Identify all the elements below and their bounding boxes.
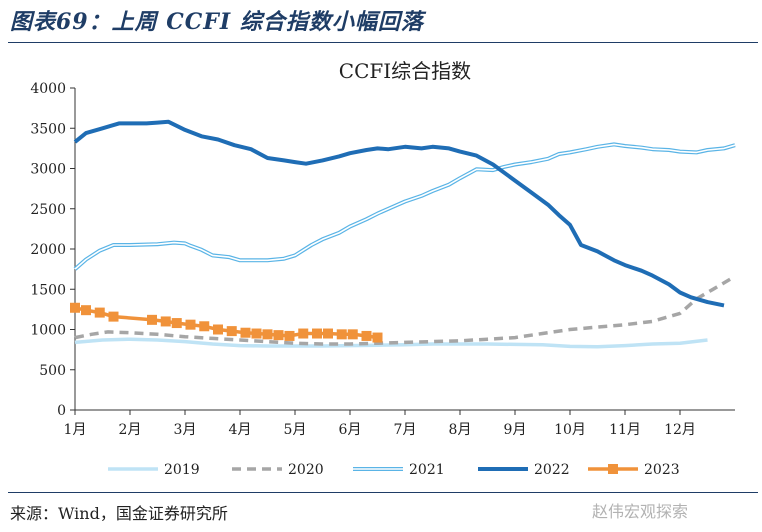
y-tick-label: 0 bbox=[57, 403, 66, 419]
legend-marker bbox=[608, 464, 618, 474]
series-2021-outline bbox=[73, 142, 736, 271]
series-2023-point bbox=[108, 311, 119, 322]
series-2023-point bbox=[160, 316, 171, 327]
series-2023-point bbox=[147, 314, 157, 325]
x-tick-label: 6月 bbox=[339, 422, 362, 438]
title-divider bbox=[8, 42, 758, 43]
x-tick-label: 1月 bbox=[64, 422, 87, 438]
watermark-text: 赵伟宏观探索 bbox=[592, 502, 689, 521]
x-tick-label: 5月 bbox=[284, 422, 307, 438]
y-tick-label: 500 bbox=[39, 363, 66, 379]
y-tick-label: 1500 bbox=[30, 282, 66, 298]
legend-item-2023: 2023 bbox=[588, 462, 680, 478]
series-2023-point bbox=[226, 326, 237, 337]
source-note: 来源：Wind，国金证券研究所 bbox=[10, 504, 228, 523]
series-2019 bbox=[74, 337, 708, 349]
series-2023-point bbox=[284, 330, 295, 341]
y-tick-label: 3000 bbox=[30, 162, 66, 178]
source-divider bbox=[8, 492, 758, 493]
chart-title: CCFI综合指数 bbox=[339, 59, 471, 83]
legend-label: 2023 bbox=[644, 462, 680, 478]
x-tick-label: 2月 bbox=[119, 422, 142, 438]
y-tick-label: 2500 bbox=[30, 202, 66, 218]
x-tick-label: 4月 bbox=[229, 422, 252, 438]
x-tick-label: 3月 bbox=[174, 422, 197, 438]
series-2023-point bbox=[312, 328, 322, 339]
series-2021 bbox=[73, 142, 736, 271]
x-tick-label: 8月 bbox=[449, 422, 472, 438]
series-2023-point bbox=[199, 321, 210, 332]
axes: 0 500 1000 1500 2000 2500 3000 3500 4000 1月 2月 3月 4月… bbox=[30, 81, 735, 438]
x-tick-label: 12月 bbox=[664, 422, 696, 438]
series-2022-line bbox=[73, 119, 725, 308]
legend: 2019 2020 2021 2022 2023 bbox=[108, 462, 680, 478]
series-2022 bbox=[73, 119, 725, 308]
series-2023-point bbox=[213, 324, 223, 335]
y-tick-label: 2000 bbox=[30, 242, 66, 258]
legend-item-2022: 2022 bbox=[478, 462, 570, 478]
series-2019-line bbox=[74, 337, 708, 349]
x-tick-label: 10月 bbox=[554, 422, 586, 438]
y-tick-label: 3500 bbox=[30, 121, 66, 137]
legend-item-2021: 2021 bbox=[353, 462, 445, 478]
series-2023-point bbox=[251, 328, 262, 339]
series-2023 bbox=[70, 302, 383, 343]
legend-item-2020: 2020 bbox=[232, 462, 324, 478]
series-2020 bbox=[74, 274, 736, 346]
series-2023-point bbox=[372, 332, 383, 343]
x-tick-label: 7月 bbox=[394, 422, 417, 438]
legend-label: 2020 bbox=[288, 462, 324, 478]
series-2020-line bbox=[74, 274, 736, 346]
legend-item-2019: 2019 bbox=[108, 462, 200, 478]
series-2023-point bbox=[361, 330, 372, 341]
series-2023-point bbox=[185, 319, 196, 330]
series-2023-point bbox=[347, 329, 358, 340]
series-2023-point bbox=[323, 328, 333, 339]
series-2023-point bbox=[262, 329, 273, 340]
figure-title: 图表69：上周 CCFI 综合指数小幅回落 bbox=[10, 9, 424, 35]
legend-label: 2019 bbox=[164, 462, 200, 478]
series-2021-core bbox=[74, 143, 736, 270]
y-tick-label: 1000 bbox=[30, 323, 66, 339]
x-tick-label: 9月 bbox=[504, 422, 527, 438]
series-2023-point bbox=[298, 328, 309, 339]
legend-label: 2021 bbox=[409, 462, 445, 478]
series-2023-point bbox=[273, 330, 284, 341]
x-tick-label: 11月 bbox=[609, 422, 641, 438]
legend-label: 2022 bbox=[534, 462, 570, 478]
series-2023-point bbox=[70, 302, 80, 313]
series-lines bbox=[70, 119, 736, 349]
y-tick-label: 4000 bbox=[30, 81, 66, 97]
series-2023-point bbox=[171, 318, 182, 329]
series-2023-point bbox=[94, 307, 105, 318]
series-2023-point bbox=[336, 329, 347, 340]
series-2023-point bbox=[81, 305, 91, 316]
series-2023-point bbox=[240, 327, 251, 338]
